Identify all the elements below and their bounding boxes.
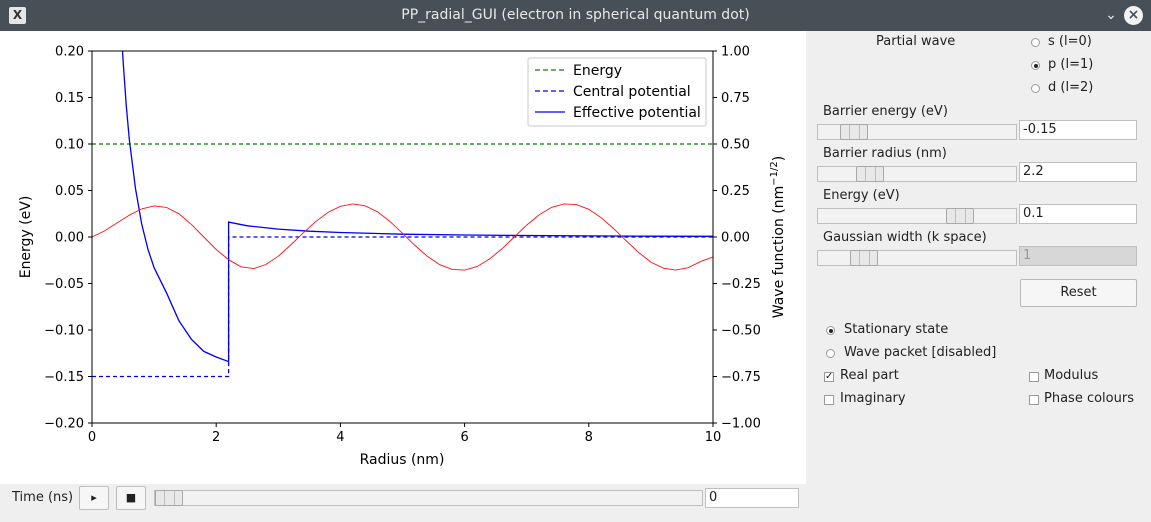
imaginary-checkbox[interactable] [824,395,834,405]
y2-tick-label: −1.00 [721,417,761,432]
radio-p-label: p (l=1) [1048,57,1094,72]
stop-icon: ■ [125,491,137,504]
radio-stationary-state[interactable] [826,326,835,335]
energy-label: Energy (eV) [823,188,900,203]
radio-s-label: s (l=0) [1048,34,1092,49]
radio-p[interactable] [1031,61,1040,70]
stationary-state-label: Stationary state [844,322,949,337]
y2-tick-label: 0.25 [721,184,750,199]
y-tick-label: 0.05 [55,184,84,199]
radio-d[interactable] [1031,84,1040,93]
y-axis-label: Energy (eV) [18,196,34,279]
real-part-checkbox[interactable]: ✓ [824,371,834,382]
x-app-icon: X [9,7,26,24]
energy-slider[interactable] [817,208,1017,224]
legend-box [527,57,707,127]
y-tick-label: 0.20 [55,45,84,60]
barrier-energy-field[interactable]: -0.15 [1019,120,1137,140]
barrier-energy-slider[interactable] [817,124,1017,140]
y2-tick-label: 0.00 [721,231,750,246]
imaginary-label: Imaginary [840,391,906,406]
y2-tick-label: 0.50 [721,138,750,153]
barrier-radius-label: Barrier radius (nm) [823,146,947,161]
window-title: PP_radial_GUI (electron in spherical qua… [401,7,750,23]
y-tick-label: −0.20 [44,417,84,432]
y2-tick-label: 0.75 [721,91,750,106]
close-icon[interactable]: × [1124,6,1143,25]
stop-button[interactable]: ■ [116,486,146,510]
reset-button[interactable]: Reset [1020,279,1137,307]
axes-frame [91,50,714,424]
x-tick-label: 0 [88,430,96,445]
y-tick-label: 0.15 [55,91,84,106]
modulus-checkbox[interactable] [1029,372,1039,382]
title-bar: X PP_radial_GUI (electron in spherical q… [0,0,1151,31]
effective-potential-line [121,51,713,363]
play-button[interactable]: ▸ [79,486,109,510]
central-potential-line [92,236,713,378]
play-icon: ▸ [91,491,97,504]
y2-tick-label: −0.75 [721,370,761,385]
y-tick-label: −0.10 [44,324,84,339]
y-tick-label: −0.15 [44,370,84,385]
x-tick-label: 6 [460,430,468,445]
radio-d-label: d (l=2) [1048,80,1094,95]
x-tick-label: 4 [336,430,344,445]
y-tick-label: 0.10 [55,138,84,153]
barrier-radius-slider-handle[interactable] [856,166,884,182]
barrier-radius-slider[interactable] [817,166,1017,182]
radio-wave-packet [826,349,835,358]
y2-axis-label-close: ) [771,156,787,161]
wave-function-real-line [92,203,713,271]
legend: Energy Central potential Effective poten… [527,57,707,127]
chevron-down-icon[interactable]: ⌄ [1105,7,1117,23]
radio-s[interactable] [1031,38,1040,47]
barrier-energy-slider-handle[interactable] [840,124,868,140]
x-tick-label: 2 [212,430,220,445]
real-part-label: Real part [840,368,899,383]
gaussian-width-slider[interactable] [817,250,1017,266]
energy-slider-handle[interactable] [946,208,974,224]
y-tick-label: −0.05 [44,277,84,292]
chart: 0 2 4 6 8 10 0.20 0.15 0.10 0.05 0.00 −0.05 −0.10 −0.… [18,45,787,469]
phase-colours-checkbox[interactable] [1029,395,1039,405]
barrier-energy-label: Barrier energy (eV) [823,104,948,119]
legend-label-energy: Energy [573,63,622,79]
x-axis-label: Radius (nm) [360,452,445,468]
y2-axis-label: Wave function (nm−1/2) [769,156,787,318]
legend-label-central: Central potential [573,84,691,100]
time-slider-handle[interactable] [155,490,183,506]
modulus-label: Modulus [1044,368,1099,383]
y-tick-label: 0.00 [55,231,84,246]
barrier-radius-field[interactable]: 2.2 [1019,162,1137,182]
gaussian-width-label: Gaussian width (k space) [823,230,987,245]
y2-axis-label-main: Wave function (nm [771,186,787,319]
x-tick-label: 8 [585,430,593,445]
x-tick-label: 10 [705,430,722,445]
time-label: Time (ns) [12,490,74,505]
time-value-field[interactable]: 0 [705,488,799,508]
legend-label-effective: Effective potential [573,105,701,121]
energy-field[interactable]: 0.1 [1019,204,1137,224]
gaussian-width-slider-handle[interactable] [850,250,878,266]
y2-tick-label: −0.50 [721,324,761,339]
partial-wave-label: Partial wave [876,34,956,49]
y2-tick-label: 1.00 [721,45,750,60]
phase-colours-label: Phase colours [1044,391,1134,406]
y2-axis-label-exp: −1/2 [769,161,780,185]
wave-packet-label: Wave packet [disabled] [844,345,997,360]
gaussian-width-field: 1 [1019,246,1137,266]
y2-tick-label: −0.25 [721,277,761,292]
time-slider[interactable] [154,490,703,506]
